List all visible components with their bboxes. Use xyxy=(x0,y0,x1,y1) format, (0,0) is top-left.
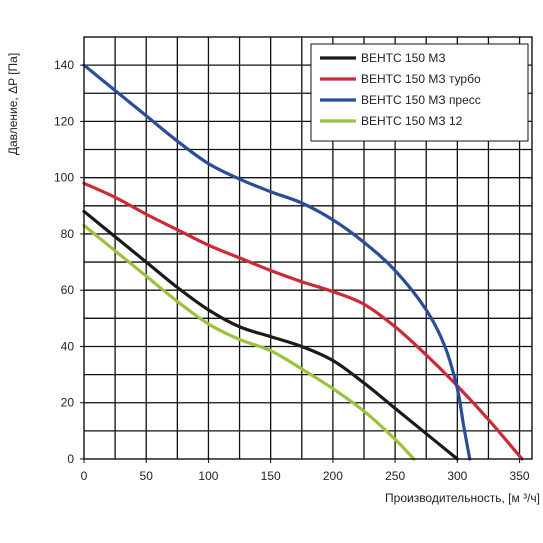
x-tick-label: 150 xyxy=(261,469,281,483)
legend-box xyxy=(310,43,529,142)
x-tick-label: 300 xyxy=(447,469,467,483)
x-tick-label: 200 xyxy=(323,469,343,483)
y-tick-label: 20 xyxy=(61,396,75,410)
y-axis-label: Давление, ΔP [Па] xyxy=(6,53,20,155)
series-line-vents-150-mz xyxy=(82,209,459,461)
x-tick-label: 250 xyxy=(385,469,405,483)
y-tick-label: 120 xyxy=(54,114,74,128)
y-tick-label: 100 xyxy=(54,171,74,185)
legend-label: ВЕНТС 150 МЗ xyxy=(361,51,446,65)
x-tick-label: 350 xyxy=(510,469,530,483)
y-tick-label: 140 xyxy=(54,58,74,72)
legend-label: ВЕНТС 150 МЗ турбо xyxy=(361,72,481,86)
series-line-vents-150-mz-press xyxy=(82,63,472,461)
plot-frame xyxy=(83,36,533,460)
x-tick-labels: 0 50 100 150 200 250 300 350 xyxy=(81,459,530,483)
y-tick-labels: 0 20 40 60 80 100 120 140 xyxy=(54,58,84,466)
y-tick-label: 80 xyxy=(61,227,75,241)
x-tick-label: 0 xyxy=(81,469,88,483)
series-line-vents-150-mz-12 xyxy=(82,223,416,461)
y-tick-label: 0 xyxy=(67,452,74,466)
x-tick-label: 100 xyxy=(198,469,218,483)
legend-label: ВЕНТС 150 МЗ 12 xyxy=(361,114,463,128)
series-line-vents-150-mz-turbo xyxy=(82,181,524,461)
series-lines xyxy=(82,63,524,461)
x-axis-label: Производительность, [м ³/ч] xyxy=(385,491,540,505)
y-tick-label: 40 xyxy=(61,339,75,353)
y-tick-label: 60 xyxy=(61,283,75,297)
legend-label: ВЕНТС 150 МЗ пресс xyxy=(361,93,481,107)
legend: ВЕНТС 150 МЗ ВЕНТС 150 МЗ турбо ВЕНТС 150 … xyxy=(310,43,529,142)
x-tick-label: 50 xyxy=(140,469,154,483)
